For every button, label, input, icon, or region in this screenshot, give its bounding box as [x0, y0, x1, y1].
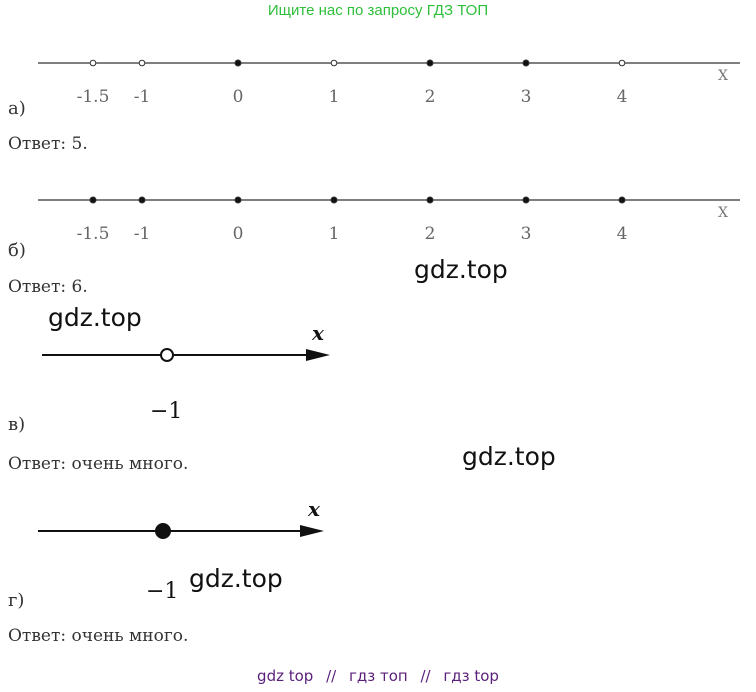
number-line-b: X -1.5 -1 0 1 2 3 4 [38, 196, 740, 244]
filled-point [618, 196, 626, 204]
filled-point [89, 196, 97, 204]
watermark: gdz.top [414, 255, 508, 284]
part-label-b: б) [8, 240, 26, 261]
tick-label: 1 [329, 224, 340, 244]
footer-link[interactable]: gdz top [257, 667, 314, 685]
footer-links: gdz top // гдз топ // гдз top [0, 667, 756, 685]
tick-label: 3 [521, 224, 532, 244]
filled-point [234, 59, 242, 67]
tick-label: 1 [329, 87, 340, 107]
filled-point [522, 59, 530, 67]
axis-name-v: x [311, 321, 325, 345]
filled-point [138, 196, 146, 204]
answer-b: Ответ: 6. [8, 277, 88, 297]
footer-separator: // [420, 667, 431, 685]
footer-separator: // [326, 667, 337, 685]
watermark: gdz.top [462, 442, 556, 471]
tick-label: 2 [425, 224, 436, 244]
open-point [618, 59, 626, 67]
header-search-link[interactable]: Ищите нас по запросу ГДЗ ТОП [267, 2, 489, 19]
tick-label: 4 [617, 87, 628, 107]
point-label-v: −1 [150, 399, 182, 424]
point-v [160, 348, 174, 362]
part-label-v: в) [8, 414, 26, 435]
axis-arrow-v [306, 349, 330, 361]
open-point [138, 59, 146, 67]
footer-link[interactable]: гдз top [443, 667, 499, 685]
watermark: gdz.top [48, 303, 142, 332]
filled-point [426, 196, 434, 204]
open-point [89, 59, 97, 67]
filled-point [330, 196, 338, 204]
answer-v: Ответ: очень много. [8, 454, 189, 474]
number-line-v: x −1 [42, 321, 330, 424]
tick-label: -1.5 [77, 224, 110, 244]
watermark: gdz.top [189, 564, 283, 593]
footer-link[interactable]: гдз топ [348, 667, 408, 685]
answer-a: Ответ: 5. [8, 134, 88, 154]
tick-label: 0 [233, 87, 244, 107]
tick-label: 0 [233, 224, 244, 244]
filled-point [426, 59, 434, 67]
filled-point [522, 196, 530, 204]
point-g [155, 523, 171, 539]
point-label-g: −1 [146, 579, 178, 604]
part-label-g: г) [8, 590, 25, 611]
tick-label: 3 [521, 87, 532, 107]
tick-label: -1 [134, 224, 151, 244]
axis-name-b: X [718, 205, 728, 221]
axis-name-a: X [718, 68, 728, 84]
tick-label: -1 [134, 87, 151, 107]
answer-g: Ответ: очень много. [8, 626, 189, 646]
filled-point [234, 196, 242, 204]
number-line-a: X -1.5 -1 0 1 2 3 4 [38, 59, 740, 107]
number-line-g: x −1 [38, 497, 324, 604]
open-point [330, 59, 338, 67]
tick-label: 2 [425, 87, 436, 107]
axis-name-g: x [307, 497, 321, 521]
axis-arrow-g [300, 525, 324, 537]
part-label-a: а) [8, 98, 26, 119]
tick-label: -1.5 [77, 87, 110, 107]
tick-label: 4 [617, 224, 628, 244]
